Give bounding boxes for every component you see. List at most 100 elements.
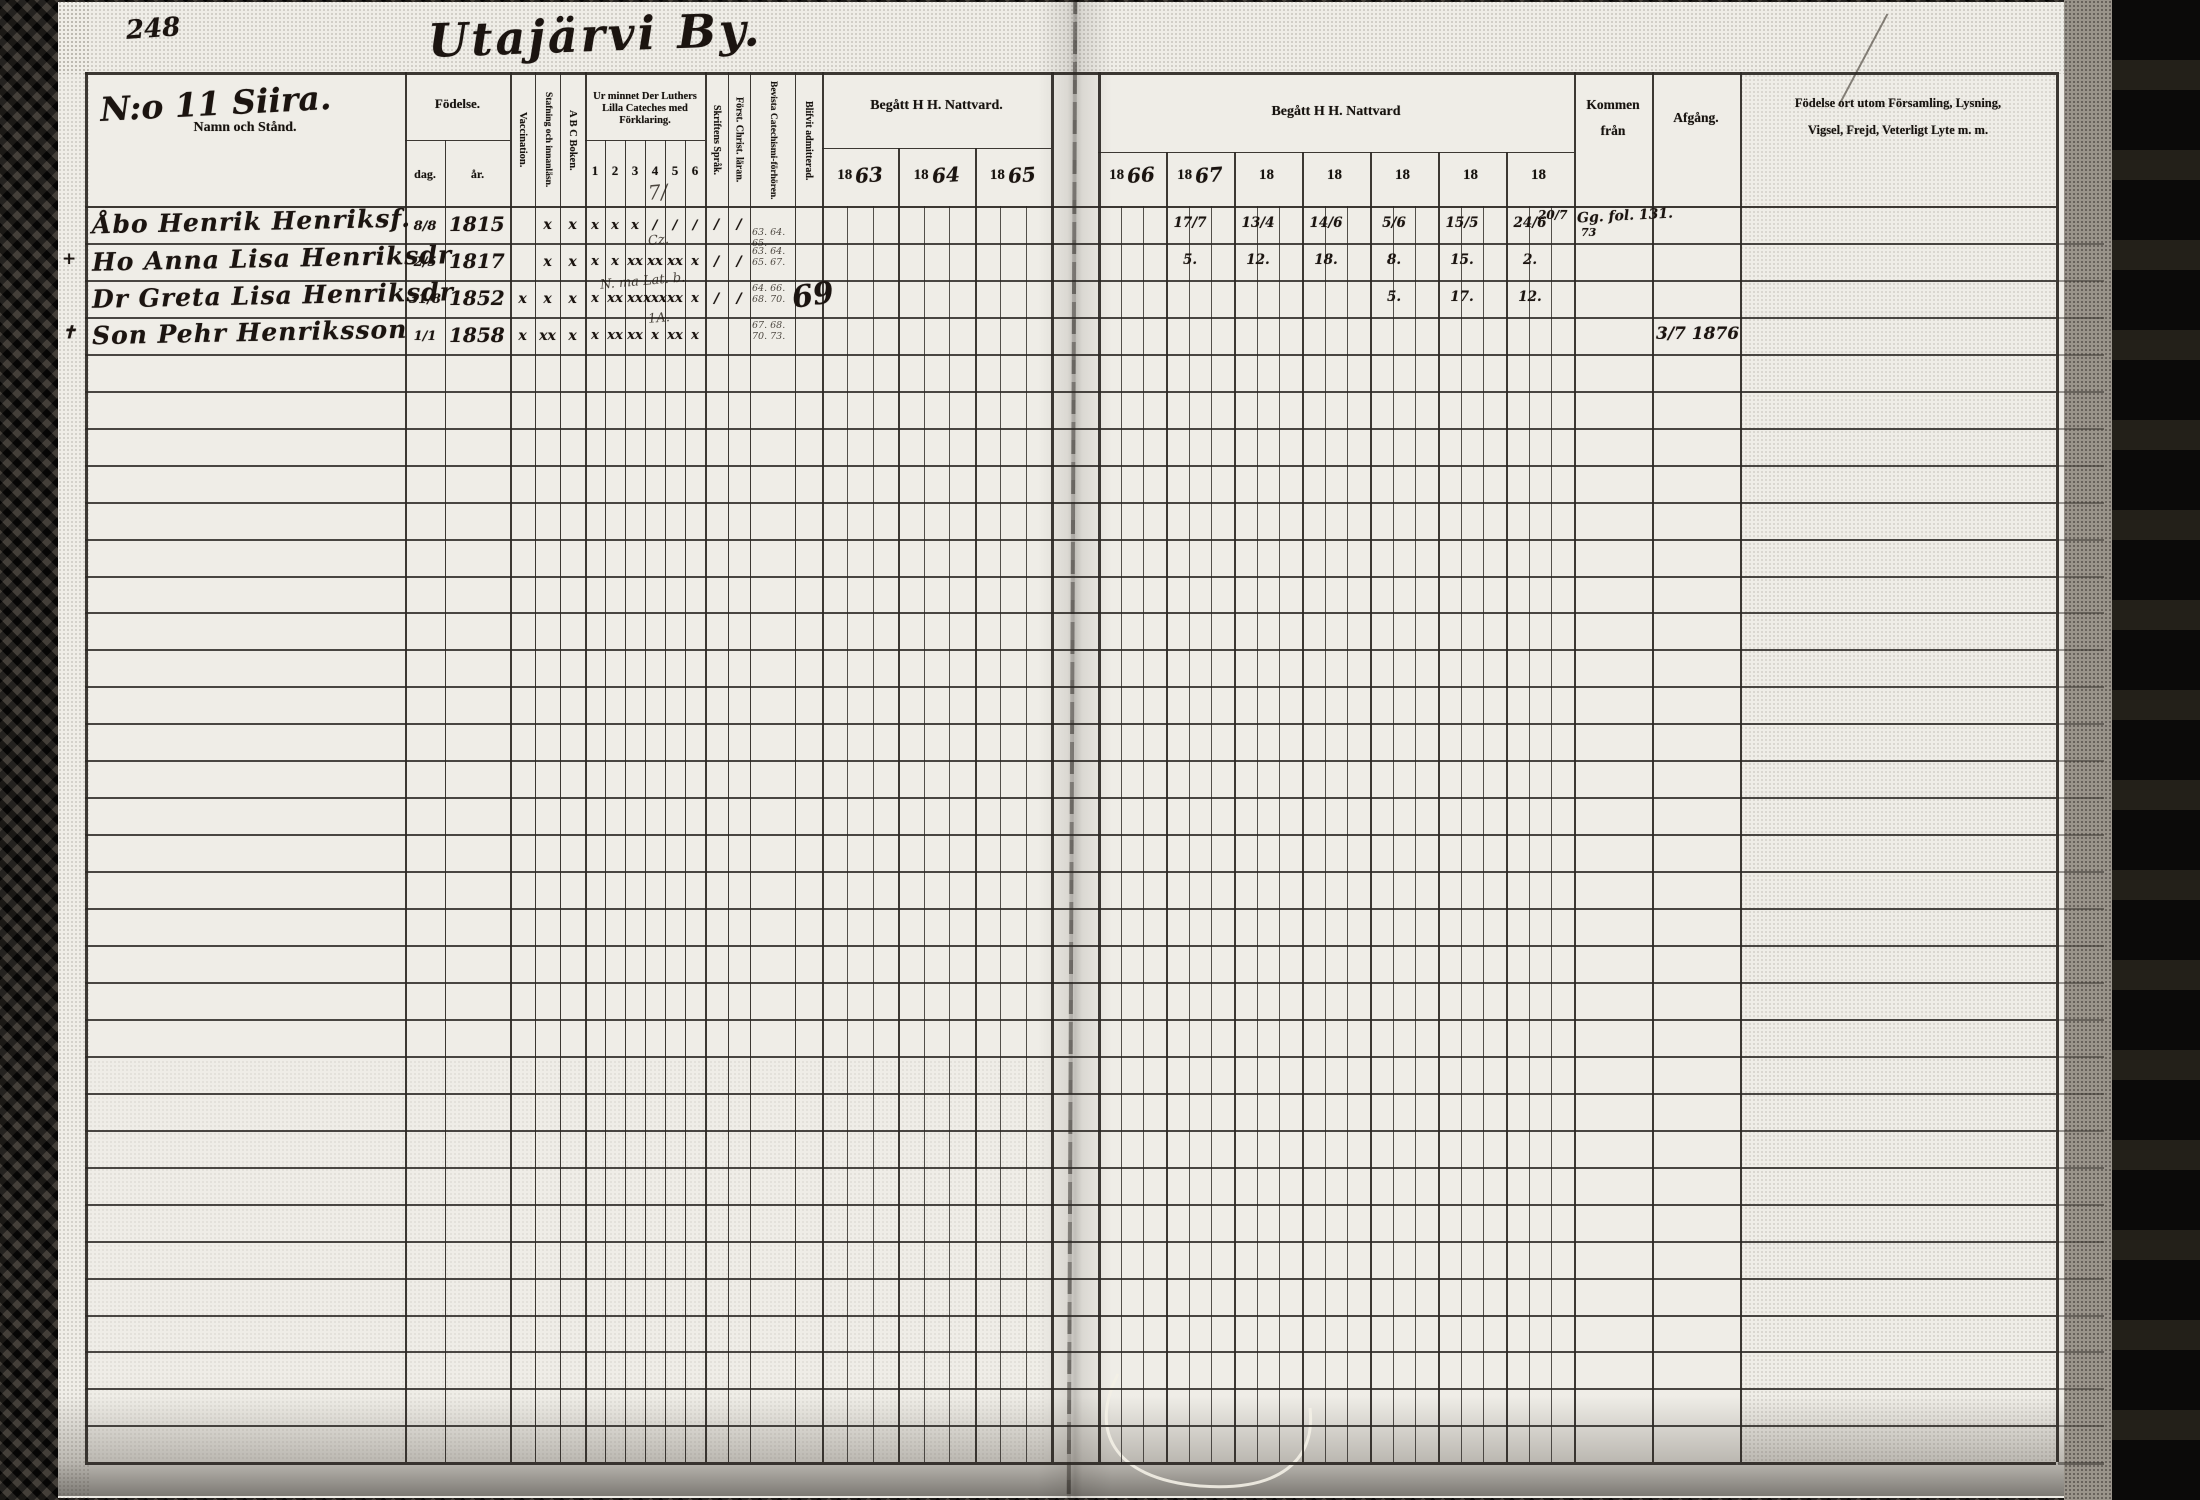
year-written: 64 [930,162,961,188]
year-written: 65 [1007,162,1037,188]
grid-hline [85,871,2056,874]
catechism-meeting-years: 63. 64. 65. 67. [752,245,786,268]
birth-day: 1/1 [413,329,437,345]
grid-vline [1551,206,1552,1462]
catechism-mark: xx [627,291,643,307]
grid-hline [2058,612,2104,615]
communion-date: 5. [1386,288,1402,305]
come-from-column-header: Kommen från [1586,97,1640,138]
birth-day: 2/5 [413,255,437,271]
grid-hline [85,72,2056,75]
margin-mark: + [62,248,77,269]
grid-hline [85,945,2056,947]
vaccination-mark [510,214,535,236]
communion-date: 17. [1450,288,1474,305]
grid-hline [85,1092,2056,1095]
grid-hline [2058,723,2104,726]
catechism-mark: x [591,328,599,344]
catechism-mark: x [611,254,619,270]
catechism-mark: x [591,254,599,270]
communion-header-left: Begått H H. Nattvard. [870,98,1003,113]
communion-header-right: Begått H H. Nattvard [1271,104,1401,119]
language-mark: / [713,253,720,270]
departure-column-header: Afgång. [1673,110,1719,125]
catechism-mark: x [691,328,699,344]
grid-hline [85,1203,2056,1206]
catechism-part-number: 4 [651,163,659,178]
grid-vline [1325,206,1326,1462]
birth-year: 1858 [449,322,505,347]
grid-hline [2058,945,2104,947]
grid-hline [85,834,2056,837]
year-written: 63 [854,162,884,188]
year-written: 67 [1194,162,1224,188]
catechism-mark: xx [667,291,683,307]
grid-vline [1098,72,1101,1462]
grid-hline [1098,152,1574,153]
communion-year-right: 18 [1506,160,1574,190]
grid-hline [2058,1018,2104,1021]
language-mark: / [713,290,720,307]
grid-vline [1257,206,1258,1462]
grid-vline [974,148,977,1462]
catechism-mark: / [652,217,658,233]
grid-hline [2058,760,2104,763]
script-language-column-header: Skriftens Språk. [711,104,722,175]
abc-mark: x [568,253,577,270]
margin-mark: ✝ [62,322,77,343]
grid-vline [705,72,707,1462]
year-printed: 18 [1259,166,1274,183]
grid-hline [2058,427,2104,430]
communion-date: 13/4 [1241,215,1275,231]
grid-hline [2058,501,2104,504]
catechism-meetings-column-header: Bevista Catechismi-förhören. [768,80,778,200]
grid-hline [85,353,2056,356]
grid-hline [2058,1092,2104,1095]
grid-hline [2058,1388,2104,1391]
grid-vline [1483,206,1484,1462]
grid-hline [85,206,2056,208]
grid-hline [85,981,2056,984]
grid-hline [85,501,2056,504]
grid-vline [605,140,606,1462]
grid-vline [685,140,686,1462]
bottom-shadow [58,1396,2064,1496]
admitted-column-header: Blifvit admitterad. [803,101,814,181]
scanner-background [2112,0,2200,1500]
year-printed: 18 [1109,166,1125,183]
grid-hline [85,612,2056,615]
catechism-mark: / [672,217,678,233]
catechism-part-number: 6 [691,163,699,178]
grid-vline [1347,206,1348,1462]
cell-scribble: Cz. [647,232,670,249]
notes-column-header: Födelse ort utom Församling, Lysning, Vi… [1794,96,2002,137]
christianity-mark [728,325,750,347]
grid-hline [2058,1277,2104,1280]
grid-vline [1574,72,1576,1462]
communion-date: 17/7 [1173,215,1207,231]
catechism-mark: x [631,217,639,233]
communion-year-right: 18 [1370,160,1438,190]
birth-day: 31/8 [409,292,441,308]
grid-vline [1370,152,1372,1462]
abc-mark: x [568,327,577,344]
grid-vline [898,148,901,1462]
grid-vline [1529,206,1530,1462]
communion-date: 8. [1386,251,1402,268]
grid-hline [2058,649,2104,652]
grid-vline [822,72,824,1462]
grid-vline [1506,152,1508,1462]
grid-hline [85,538,2056,541]
admitted-year: 69 [789,275,836,316]
grid-hline [2058,1055,2104,1058]
grid-vline [728,72,729,1462]
cell-scribble: 1A. [647,309,671,327]
grid-hline [2058,279,2104,282]
grid-vline [1189,206,1190,1462]
grid-hline [85,797,2056,800]
grid-vline [535,72,536,1462]
birth-year: 1817 [449,248,505,273]
year-printed: 18 [913,166,929,183]
language-mark: / [713,217,720,233]
communion-date: 24/6 [1513,215,1547,231]
